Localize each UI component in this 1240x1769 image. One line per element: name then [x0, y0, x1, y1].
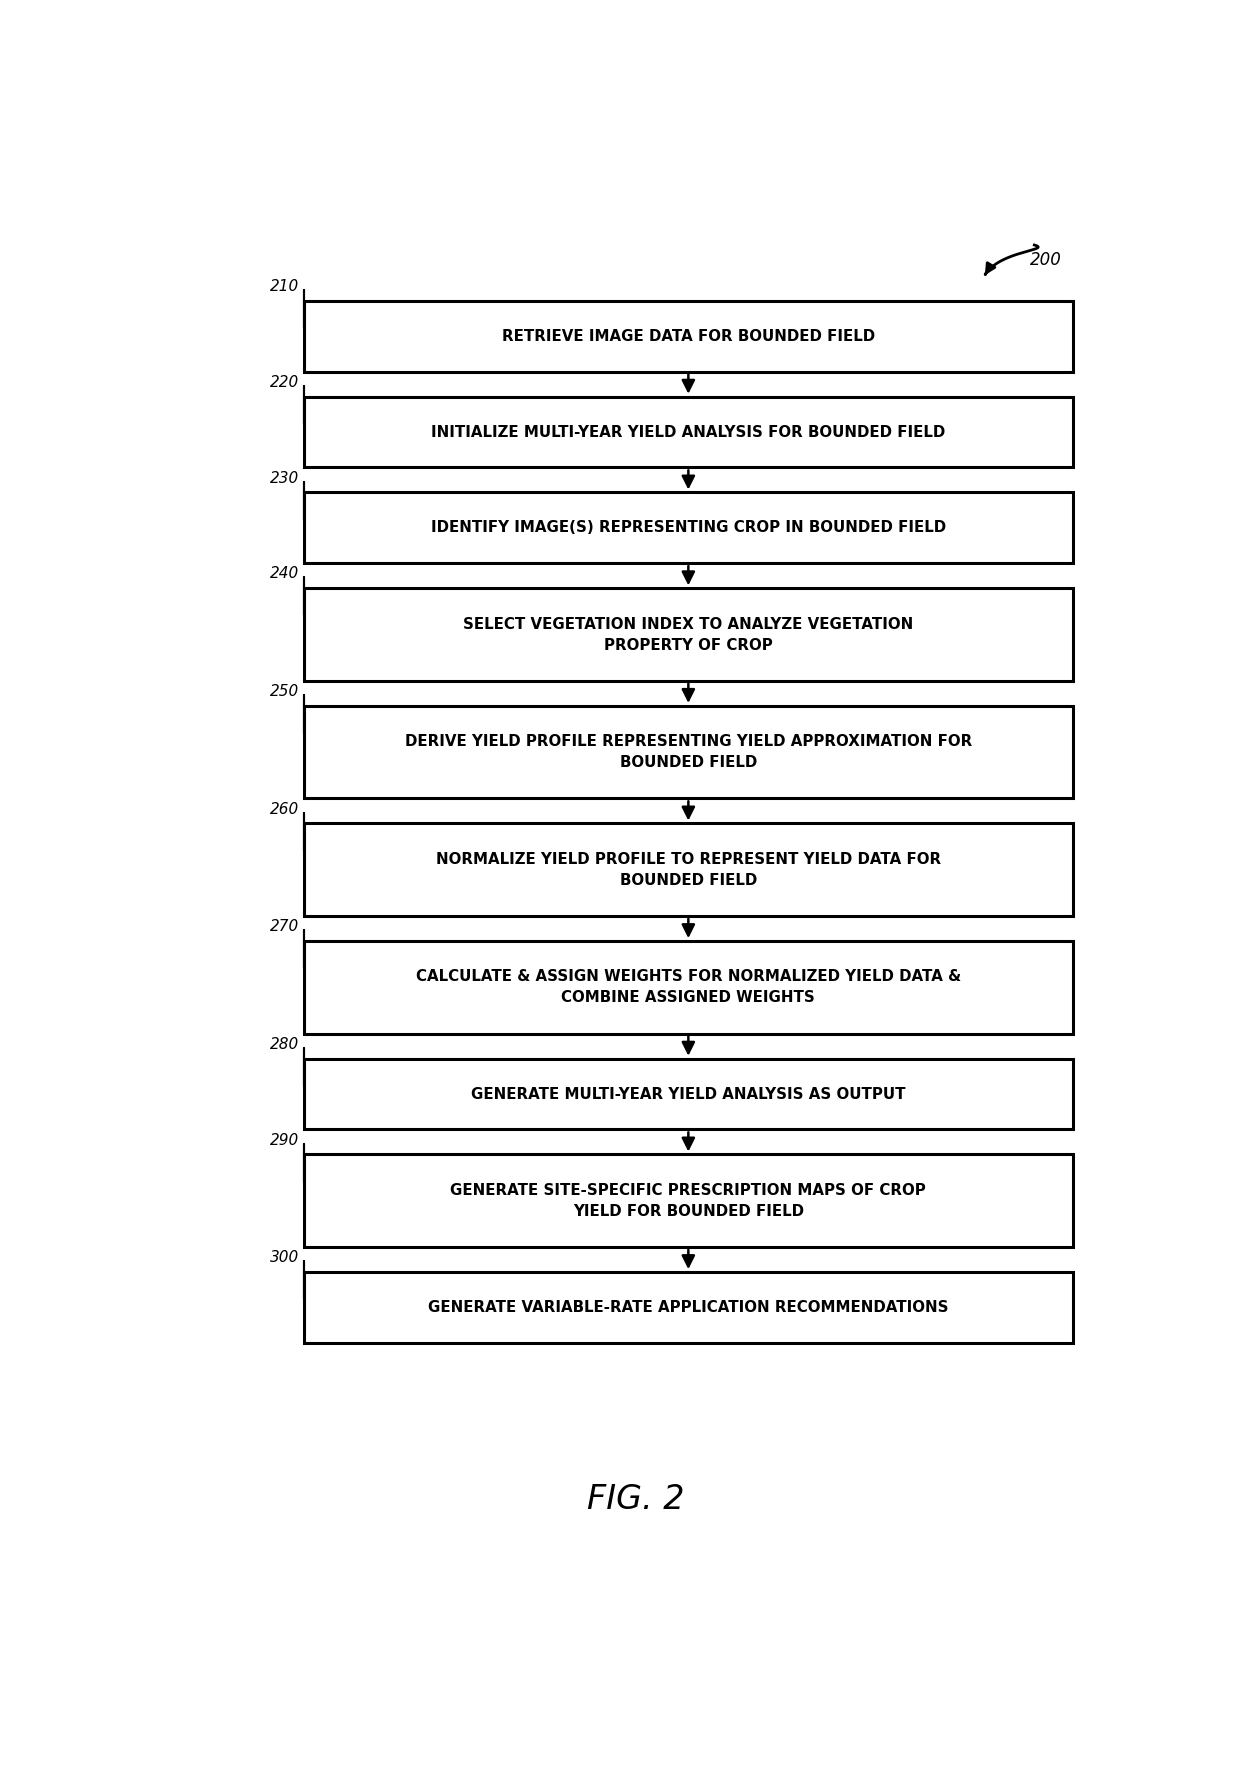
- FancyBboxPatch shape: [304, 1058, 1073, 1129]
- Text: INITIALIZE MULTI-YEAR YIELD ANALYSIS FOR BOUNDED FIELD: INITIALIZE MULTI-YEAR YIELD ANALYSIS FOR…: [432, 425, 945, 439]
- Text: 230: 230: [270, 471, 299, 486]
- FancyBboxPatch shape: [304, 941, 1073, 1033]
- Text: IDENTIFY IMAGE(S) REPRESENTING CROP IN BOUNDED FIELD: IDENTIFY IMAGE(S) REPRESENTING CROP IN B…: [430, 520, 946, 536]
- Text: 220: 220: [270, 375, 299, 389]
- Text: GENERATE VARIABLE-RATE APPLICATION RECOMMENDATIONS: GENERATE VARIABLE-RATE APPLICATION RECOM…: [428, 1300, 949, 1314]
- FancyBboxPatch shape: [304, 589, 1073, 681]
- Text: 200: 200: [1029, 251, 1061, 269]
- Text: 270: 270: [270, 920, 299, 934]
- FancyBboxPatch shape: [304, 1272, 1073, 1343]
- Text: CALCULATE & ASSIGN WEIGHTS FOR NORMALIZED YIELD DATA &
COMBINE ASSIGNED WEIGHTS: CALCULATE & ASSIGN WEIGHTS FOR NORMALIZE…: [415, 969, 961, 1005]
- Text: NORMALIZE YIELD PROFILE TO REPRESENT YIELD DATA FOR
BOUNDED FIELD: NORMALIZE YIELD PROFILE TO REPRESENT YIE…: [435, 851, 941, 888]
- Text: FIG. 2: FIG. 2: [587, 1482, 684, 1516]
- Text: 210: 210: [270, 280, 299, 294]
- FancyBboxPatch shape: [304, 492, 1073, 563]
- FancyBboxPatch shape: [304, 396, 1073, 467]
- Text: 240: 240: [270, 566, 299, 582]
- Text: DERIVE YIELD PROFILE REPRESENTING YIELD APPROXIMATION FOR
BOUNDED FIELD: DERIVE YIELD PROFILE REPRESENTING YIELD …: [404, 734, 972, 770]
- Text: 300: 300: [270, 1251, 299, 1265]
- FancyBboxPatch shape: [304, 823, 1073, 916]
- FancyBboxPatch shape: [304, 706, 1073, 798]
- Text: GENERATE MULTI-YEAR YIELD ANALYSIS AS OUTPUT: GENERATE MULTI-YEAR YIELD ANALYSIS AS OU…: [471, 1086, 905, 1102]
- Text: GENERATE SITE-SPECIFIC PRESCRIPTION MAPS OF CROP
YIELD FOR BOUNDED FIELD: GENERATE SITE-SPECIFIC PRESCRIPTION MAPS…: [450, 1183, 926, 1219]
- Text: 260: 260: [270, 801, 299, 817]
- Text: 250: 250: [270, 685, 299, 699]
- Text: 290: 290: [270, 1132, 299, 1148]
- Text: 280: 280: [270, 1037, 299, 1053]
- FancyBboxPatch shape: [304, 301, 1073, 371]
- FancyBboxPatch shape: [304, 1155, 1073, 1247]
- Text: SELECT VEGETATION INDEX TO ANALYZE VEGETATION
PROPERTY OF CROP: SELECT VEGETATION INDEX TO ANALYZE VEGET…: [464, 617, 914, 653]
- Text: RETRIEVE IMAGE DATA FOR BOUNDED FIELD: RETRIEVE IMAGE DATA FOR BOUNDED FIELD: [502, 329, 875, 343]
